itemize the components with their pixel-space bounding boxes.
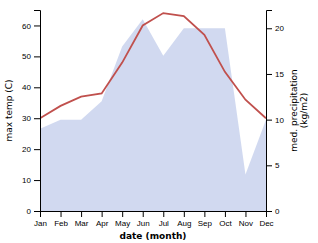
y-tick: 20 [22,145,40,154]
x-axis-title: date (month) [120,231,187,241]
x-tick: Aug [177,211,191,228]
x-tick-mark [61,211,62,217]
y2-axis: 0 5 10 15 20 [266,11,284,217]
y-tick-label: 10 [22,176,31,185]
x-tick-mark [122,211,123,217]
x-tick-mark [204,211,205,217]
y-axis-line [34,11,41,212]
x-tick: Jun [137,211,150,228]
y2-tick: 20 [266,24,284,33]
y2-axis-title-line: (kg/m2) [299,93,309,128]
x-tick-mark [184,211,185,217]
chart: JanFebMarAprMayJunJulAugSepOctNovDec0102… [0,0,318,243]
y-tick-mark [34,87,40,88]
x-tick: Dec [259,211,273,228]
x-tick: Jul [159,211,169,228]
y2-tick-mark [266,120,272,121]
x-tick: Feb [54,211,68,228]
x-tick-mark [225,211,226,217]
y2-tick: 0 [266,207,280,216]
y-tick-mark [34,211,40,212]
x-tick-label: Jan [34,219,47,228]
y-tick-mark [34,149,40,150]
y-tick-label: 20 [22,145,31,154]
y2-axis-title: med. precipitation(kg/m2) [289,69,309,151]
line [40,13,266,118]
y-tick-mark [34,180,40,181]
y-tick-mark [34,25,40,26]
y-tick-label: 40 [22,83,31,92]
x-tick-mark [81,211,82,217]
y2-tick: 10 [266,116,284,125]
x-tick-mark [163,211,164,217]
x-tick-label: Jul [159,219,169,228]
x-tick-label: Apr [96,219,109,228]
x-tick: Oct [219,211,232,228]
y2-tick-mark [266,211,272,212]
y2-tick: 15 [266,70,284,79]
x-tick-label: Oct [219,219,232,228]
marks [40,13,266,211]
y2-tick-label: 20 [275,24,284,33]
y-tick: 0 [27,207,40,216]
y-tick: 40 [22,83,40,92]
y-tick-label: 0 [27,207,32,216]
y2-tick-label: 15 [275,70,284,79]
y-axis-title: max temp (C) [4,79,14,141]
y-tick: 50 [22,52,40,61]
y2-tick-mark [266,28,272,29]
y2-tick-mark [266,165,272,166]
x-tick-label: Nov [239,219,253,228]
x-tick: May [115,211,130,228]
x-tick: Apr [96,211,109,228]
y2-tick-label: 10 [275,116,284,125]
x-tick: Sep [198,211,213,228]
y-axis: 0 10 20 30 40 50 60 [22,11,40,217]
x-tick: Jan [34,211,47,228]
y-tick: 60 [22,22,40,31]
area [40,19,266,211]
y-tick-mark [34,56,40,57]
y2-axis-line [267,11,273,212]
x-tick-mark [143,211,144,217]
y-tick-label: 50 [22,52,31,61]
x-tick-mark [102,211,103,217]
y2-tick: 5 [266,161,280,170]
x-tick: Mar [75,211,89,228]
y2-axis-title-line: med. precipitation [289,69,299,151]
x-tick-label: Feb [54,219,68,228]
x-axis: Jan Feb Mar Apr May Jun Jul Aug Sep Oct Nov Dec [34,211,274,228]
plot: JanFebMarAprMayJunJulAugSepOctNovDec0102… [4,11,309,242]
y-tick-label: 30 [22,114,31,123]
x-tick-label: Dec [259,219,273,228]
y2-tick-label: 0 [275,207,280,216]
x-tick-label: Mar [75,219,89,228]
y2-tick-label: 5 [275,161,280,170]
y2-tick-mark [266,74,272,75]
x-tick-label: Sep [198,219,213,228]
y-tick-mark [34,118,40,119]
x-tick-label: May [115,219,130,228]
y-tick-label: 60 [22,22,31,31]
y-tick: 30 [22,114,40,123]
x-tick-mark [245,211,246,217]
y-tick: 10 [22,176,40,185]
x-tick-label: Jun [137,219,150,228]
x-tick: Nov [239,211,253,228]
x-tick-label: Aug [177,219,191,228]
x-axis-line [41,212,267,218]
